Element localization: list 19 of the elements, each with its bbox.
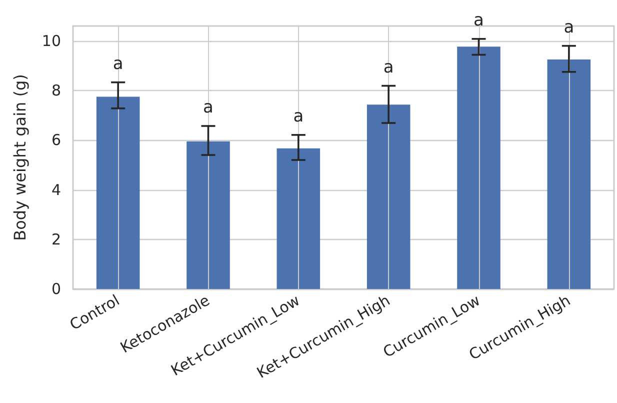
y-tick-label: 8 <box>51 82 61 100</box>
annotation: a <box>383 57 394 78</box>
annotation: a <box>564 17 574 38</box>
bar <box>366 104 410 289</box>
bar <box>276 148 320 289</box>
y-tick-label: 10 <box>42 32 61 50</box>
annotation: a <box>112 54 124 74</box>
y-tick-label: 6 <box>51 131 61 150</box>
annotation: a <box>203 97 214 118</box>
bar <box>547 59 591 289</box>
y-tick-label: 4 <box>51 180 61 199</box>
bar <box>96 96 140 289</box>
bar <box>186 141 230 289</box>
y-tick-label: 2 <box>51 230 61 248</box>
annotation: a <box>293 106 304 126</box>
bar <box>457 46 500 289</box>
annotation: a <box>474 10 484 30</box>
y-axis-title: Body weight gain (g) <box>10 74 30 241</box>
y-tick-label: 0 <box>51 280 61 298</box>
